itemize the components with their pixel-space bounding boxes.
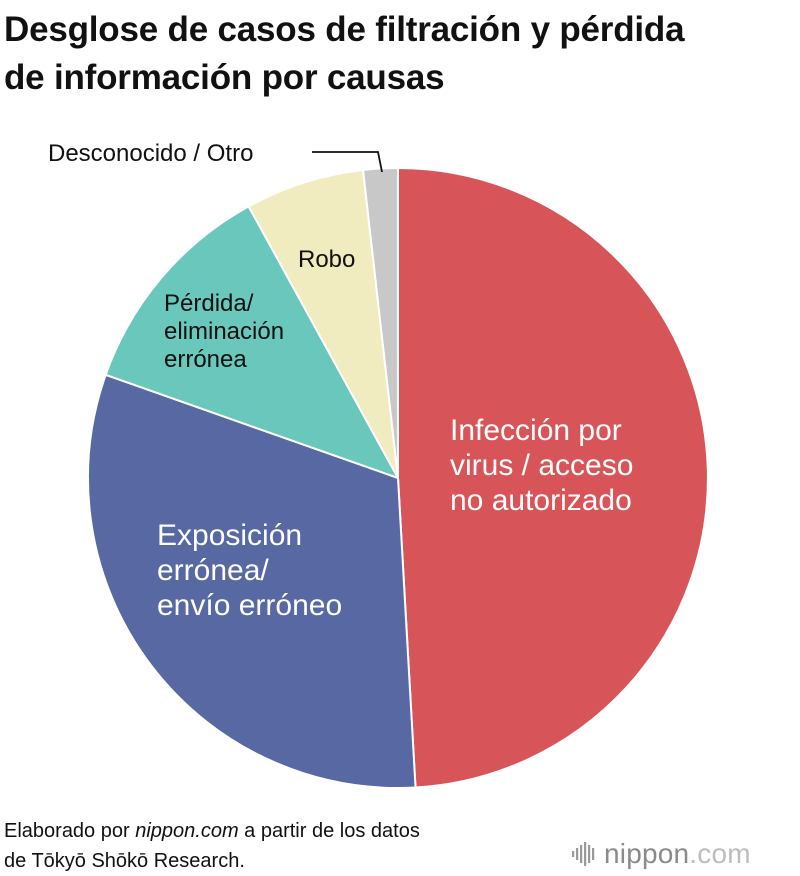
logo-domain: .com (689, 838, 751, 869)
slice-exposicion (87, 373, 417, 789)
logo-brand: nippon (604, 838, 690, 869)
chart-title: Desglose de casos de filtración y pérdid… (4, 6, 794, 102)
slice-label-desconocido: Desconocido / Otro (48, 140, 253, 167)
leader-line-desconocido (312, 151, 383, 173)
chart-title-line-1: Desglose de casos de filtración y pérdid… (4, 10, 685, 49)
source-note: Elaborado por nippon.com a partir de los… (4, 816, 420, 876)
source-line-2: de Tōkyō Shōkō Research. (4, 850, 245, 872)
source-site: nippon.com (135, 820, 239, 842)
nippon-logo: nippon.com (572, 838, 751, 870)
source-line-1: Elaborado por nippon.com a partir de los… (4, 820, 420, 842)
slice-labels: Infección por virus / acceso no autoriza… (48, 140, 642, 622)
slice-label-infeccion: Infección por virus / acceso no autoriza… (450, 414, 642, 517)
slice-robo (247, 168, 399, 479)
slice-infeccion (397, 167, 709, 789)
pie-slices (87, 167, 709, 789)
nippon-bars-icon (572, 842, 595, 866)
chart-title-line-2: de información por causas (4, 58, 445, 97)
slice-label-perdida: Pérdida/ eliminación errónea (164, 290, 291, 373)
slice-perdida (104, 205, 399, 479)
slice-label-exposicion: Exposición errónea/ envío erróneo (157, 519, 342, 622)
logo-wordmark: nippon.com (604, 838, 751, 870)
slice-label-robo: Robo (298, 246, 355, 273)
